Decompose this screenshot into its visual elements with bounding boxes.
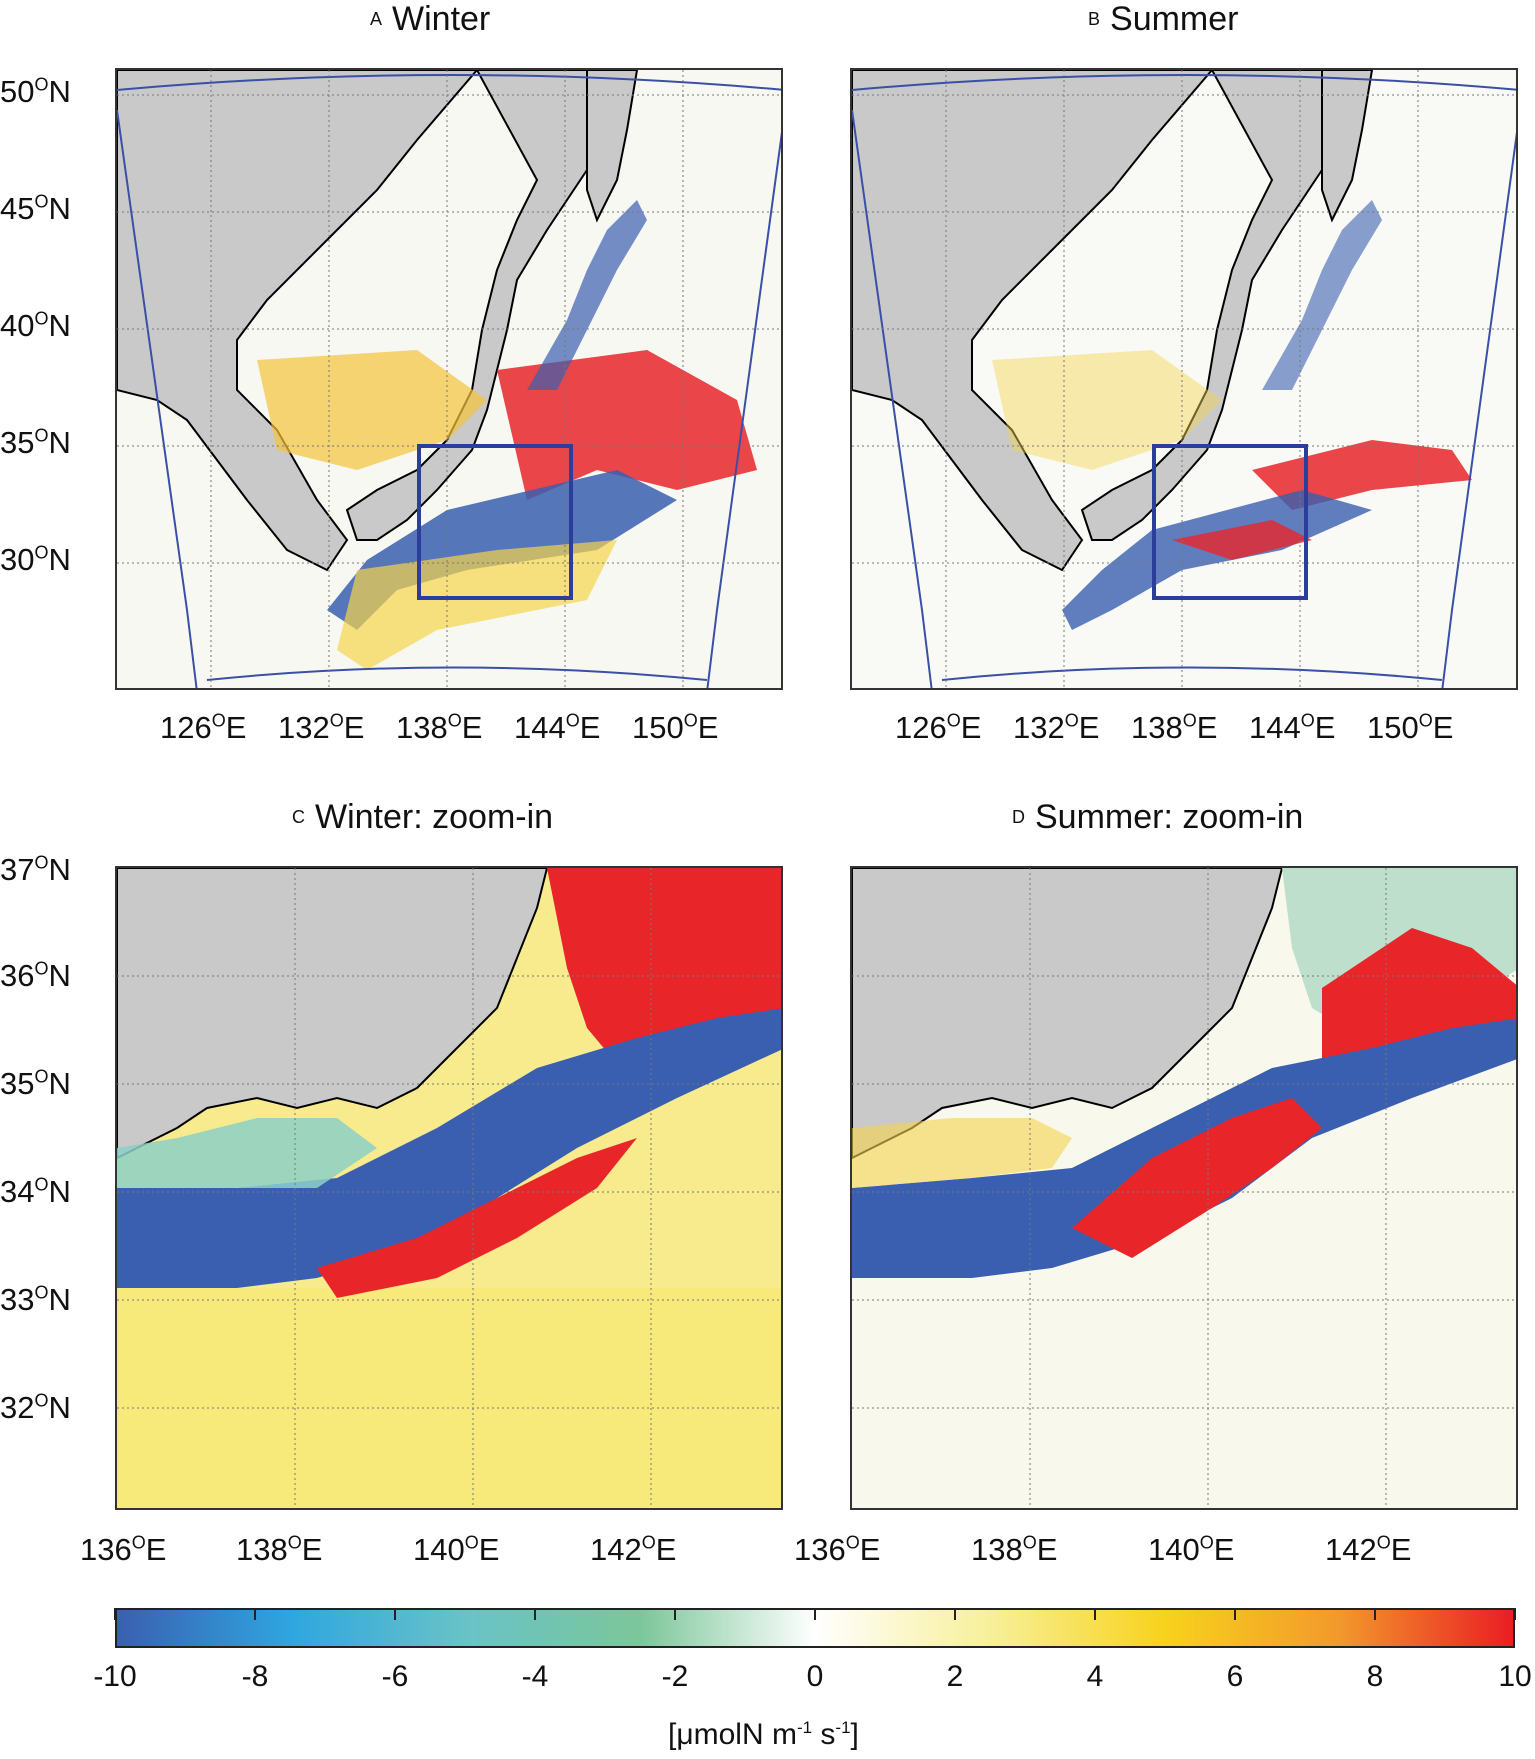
- colorbar-tick-mark: [954, 1608, 956, 1620]
- panel-a-letter: A: [370, 9, 383, 29]
- colorbar-tick-mark: [674, 1608, 676, 1620]
- colorbar-tick-label: 6: [1226, 1660, 1244, 1693]
- lon-label-138-d: 138OE: [971, 1532, 1058, 1567]
- panel-d-title: D Summer: zoom-in: [1012, 798, 1303, 837]
- lat-label-35z: 35ON: [0, 1066, 71, 1101]
- lon-label-136-d: 136OE: [794, 1532, 881, 1567]
- colorbar-tick-mark: [1234, 1608, 1236, 1620]
- panel-c-title: C Winter: zoom-in: [292, 798, 553, 837]
- colorbar-tick-mark: [114, 1608, 116, 1620]
- lon-label-136-c: 136OE: [80, 1532, 167, 1567]
- colorbar-tick-mark: [1094, 1608, 1096, 1620]
- lat-label-34: 34ON: [0, 1174, 71, 1209]
- colorbar-tick-label: 10: [1498, 1660, 1532, 1693]
- colorbar-tick-label: -10: [93, 1660, 137, 1693]
- panel-a-title: A Winter: [370, 0, 490, 39]
- panel-b-title: B Summer: [1088, 0, 1238, 39]
- panel-c-map: [115, 866, 783, 1510]
- colorbar-unit: [μmolN m-1 s-1]: [668, 1718, 859, 1751]
- panel-d-title-text: Summer: zoom-in: [1035, 798, 1304, 836]
- lon-label-140-d: 140OE: [1148, 1532, 1235, 1567]
- lon-label-150-b: 150OE: [1367, 710, 1454, 745]
- colorbar-tick-label: -8: [241, 1660, 269, 1693]
- lon-label-138-b: 138OE: [1131, 710, 1218, 745]
- panel-a-map: [115, 68, 783, 690]
- lat-label-32: 32ON: [0, 1390, 71, 1425]
- lat-label-30: 30ON: [0, 542, 71, 577]
- lon-label-144-b: 144OE: [1249, 710, 1336, 745]
- panel-d-map-graphic: [852, 868, 1516, 1508]
- panel-c-letter: C: [292, 807, 305, 827]
- lon-label-140-c: 140OE: [413, 1532, 500, 1567]
- colorbar-tick-label: 2: [946, 1660, 964, 1693]
- lat-label-45: 45ON: [0, 191, 71, 226]
- colorbar-tick-label: 0: [806, 1660, 824, 1693]
- panel-d-map: [850, 866, 1518, 1510]
- lon-label-132-a: 132OE: [278, 710, 365, 745]
- lon-label-126-b: 126OE: [895, 710, 982, 745]
- colorbar-tick-label: 4: [1086, 1660, 1104, 1693]
- panel-d-letter: D: [1012, 807, 1025, 827]
- lon-label-126-a: 126OE: [160, 710, 247, 745]
- colorbar-tick-mark: [1514, 1608, 1516, 1620]
- colorbar-tick-mark: [534, 1608, 536, 1620]
- panel-b-map: [850, 68, 1518, 690]
- panel-a-map-graphic: [117, 70, 781, 688]
- colorbar-tick-mark: [254, 1608, 256, 1620]
- colorbar-tick-mark: [814, 1608, 816, 1620]
- lon-label-142-d: 142OE: [1325, 1532, 1412, 1567]
- lon-label-144-a: 144OE: [514, 710, 601, 745]
- lon-label-138-c: 138OE: [236, 1532, 323, 1567]
- panel-b-letter: B: [1088, 9, 1101, 29]
- panel-a-title-text: Winter: [392, 0, 491, 38]
- colorbar-tick-label: -4: [521, 1660, 549, 1693]
- lon-label-138-a: 138OE: [396, 710, 483, 745]
- lon-label-142-c: 142OE: [590, 1532, 677, 1567]
- lat-label-40: 40ON: [0, 308, 71, 343]
- panel-b-title-text: Summer: [1110, 0, 1239, 38]
- lat-label-36: 36ON: [0, 958, 71, 993]
- lat-label-37: 37ON: [0, 852, 71, 887]
- panel-b-map-graphic: [852, 70, 1516, 688]
- colorbar-tick-mark: [1374, 1608, 1376, 1620]
- colorbar-tick-label: 8: [1366, 1660, 1384, 1693]
- lat-label-50: 50ON: [0, 74, 71, 109]
- lat-label-35: 35ON: [0, 425, 71, 460]
- panel-c-title-text: Winter: zoom-in: [315, 798, 554, 836]
- lat-label-33: 33ON: [0, 1282, 71, 1317]
- colorbar-tick-label: -2: [661, 1660, 689, 1693]
- lon-label-132-b: 132OE: [1013, 710, 1100, 745]
- colorbar-tick-mark: [394, 1608, 396, 1620]
- colorbar-tick-label: -6: [381, 1660, 409, 1693]
- lon-label-150-a: 150OE: [632, 710, 719, 745]
- panel-c-map-graphic: [117, 868, 781, 1508]
